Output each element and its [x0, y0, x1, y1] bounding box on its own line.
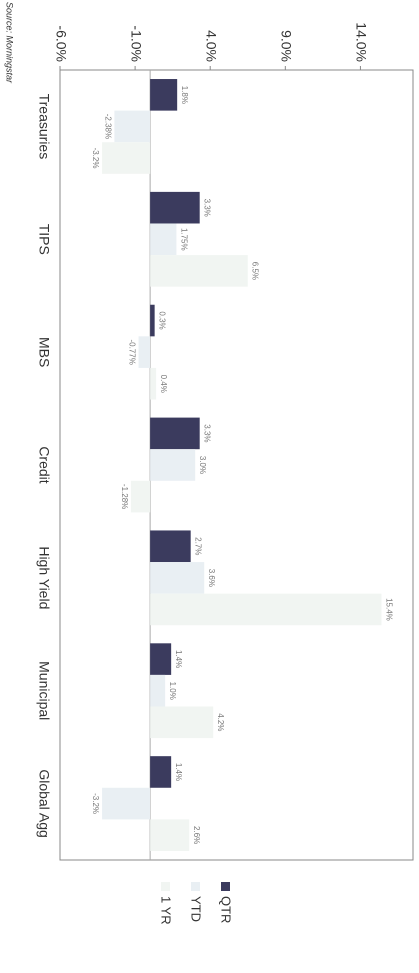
- data-label: 3.0%: [198, 456, 207, 474]
- bar: [150, 449, 196, 481]
- bar: [150, 593, 382, 626]
- legend-label: YTD: [189, 896, 204, 922]
- y-tick-label: 9.0%: [279, 30, 295, 62]
- x-tick-label: Global Agg: [36, 769, 52, 838]
- data-label: -3.2%: [91, 148, 100, 169]
- bar: [150, 367, 157, 400]
- bar: [150, 223, 177, 256]
- data-label: 3.3%: [203, 199, 212, 217]
- bar: [150, 530, 191, 563]
- data-label: 1.0%: [168, 682, 177, 700]
- bar: [102, 787, 151, 820]
- source-note: Source: Morningstar: [5, 2, 15, 84]
- legend-label: 1 YR: [159, 896, 174, 925]
- x-tick-label: Credit: [36, 446, 52, 483]
- legend-swatch: [161, 882, 170, 891]
- data-label: 4.2%: [216, 713, 225, 731]
- bar: [150, 674, 166, 707]
- data-label: 3.3%: [203, 424, 212, 442]
- x-tick-label: TIPS: [36, 224, 52, 255]
- bar: [138, 336, 151, 368]
- data-label: 1.75%: [179, 228, 188, 251]
- data-label: 6.5%: [251, 262, 260, 280]
- legend-label: QTR: [219, 896, 234, 923]
- data-label: -3.2%: [91, 793, 100, 814]
- data-label: 1.4%: [174, 650, 183, 668]
- y-tick-label: -1.0%: [128, 25, 144, 62]
- bar: [150, 304, 155, 337]
- data-label: 3.6%: [207, 569, 216, 587]
- bar: [114, 110, 151, 143]
- y-tick-label: 14.0%: [354, 22, 370, 62]
- bar: [150, 255, 248, 287]
- x-tick-label: Municipal: [36, 661, 52, 720]
- legend-swatch: [191, 882, 200, 891]
- data-label: -0.77%: [127, 339, 136, 364]
- bar: [150, 643, 172, 675]
- data-label: -1.28%: [120, 484, 129, 509]
- bar: [130, 480, 151, 513]
- data-label: 15.4%: [384, 598, 393, 621]
- bar: [150, 191, 200, 224]
- x-tick-label: MBS: [36, 337, 52, 367]
- x-tick-label: Treasuries: [36, 94, 52, 160]
- data-label: 0.4%: [159, 375, 168, 393]
- y-tick-label: 4.0%: [204, 30, 220, 62]
- plot-frame: [59, 69, 414, 861]
- bar: [150, 562, 205, 594]
- bar: [150, 819, 190, 851]
- legend-swatch: [221, 882, 230, 891]
- data-label: 1.4%: [174, 763, 183, 781]
- data-label: 1.8%: [180, 86, 189, 104]
- y-tick-label: -6.0%: [53, 25, 69, 62]
- x-tick-label: High Yield: [36, 546, 52, 609]
- data-label: 2.6%: [192, 826, 201, 844]
- data-label: 0.3%: [158, 311, 167, 329]
- data-label: -2.38%: [103, 114, 112, 139]
- bar: [150, 706, 214, 739]
- bar: [150, 756, 172, 788]
- data-label: 2.7%: [194, 537, 203, 555]
- bar: [102, 142, 151, 174]
- bar: [150, 79, 178, 111]
- bar: [150, 417, 200, 450]
